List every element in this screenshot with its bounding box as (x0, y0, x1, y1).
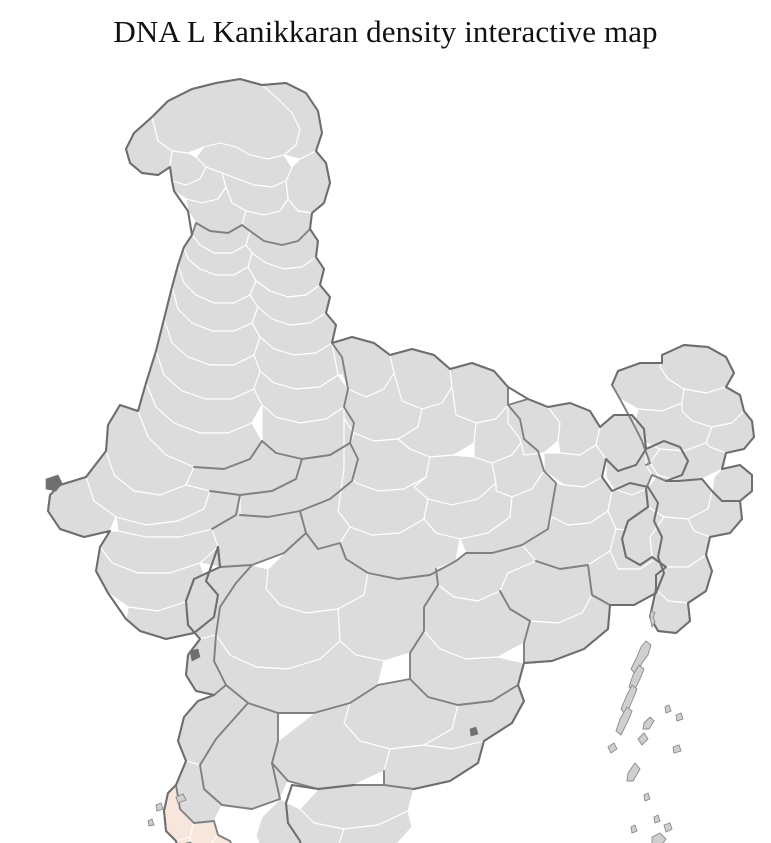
state-border (261, 342, 355, 460)
island-polygon (626, 762, 641, 782)
state-border (499, 590, 531, 664)
district-kozhikode[interactable] (175, 836, 216, 843)
island-polygon (642, 716, 655, 730)
island-polygon (675, 712, 684, 722)
india-outline (151, 78, 689, 482)
northeast-outline (621, 478, 743, 634)
island-polygon (663, 822, 673, 833)
page-title: DNA L Kanikkaran density interactive map (113, 14, 658, 49)
enclave-layer (45, 474, 479, 843)
yanam-enclave (469, 726, 479, 737)
andaman-nicobar-islands[interactable] (607, 610, 684, 843)
daman-enclave (189, 648, 201, 662)
island-polygon (630, 824, 638, 834)
island-polygon (155, 802, 164, 812)
arunachal-outline (611, 344, 755, 502)
district-polygon[interactable] (255, 798, 345, 843)
state-border (409, 568, 439, 680)
map-svg[interactable] (0, 55, 771, 843)
diu-enclave (45, 474, 63, 492)
india-choropleth-map[interactable] (0, 55, 771, 843)
state-border (535, 560, 611, 606)
state-border (305, 404, 557, 580)
island-polygon (147, 818, 155, 827)
country-outline-layer (47, 78, 755, 843)
state-border (175, 784, 232, 843)
district-layer[interactable] (47, 78, 755, 843)
island-polygon (643, 792, 651, 802)
district-polygon[interactable] (397, 386, 477, 458)
state-border (211, 494, 241, 530)
state-border (239, 442, 359, 518)
island-polygon (637, 732, 649, 746)
island-polygon (651, 832, 667, 843)
district-polygon[interactable] (310, 810, 413, 843)
island-polygon (664, 704, 672, 714)
state-border (271, 712, 279, 764)
district-polygon[interactable] (383, 740, 485, 790)
island-polygon (628, 664, 645, 692)
island-polygon (620, 684, 638, 716)
lakshadweep-islands[interactable] (147, 793, 197, 843)
highlight-layer[interactable] (163, 784, 306, 843)
island-polygon (175, 793, 187, 804)
island-polygon (630, 640, 652, 676)
island-polygon (672, 744, 682, 754)
island-polygon (615, 706, 633, 736)
island-polygon (607, 742, 618, 754)
india-west-coast (47, 116, 355, 843)
island-polygon (653, 814, 661, 824)
state-border (213, 684, 227, 696)
state-border (193, 440, 263, 470)
island-polygon (649, 610, 656, 629)
state-border (191, 222, 311, 246)
state-border (209, 458, 303, 496)
